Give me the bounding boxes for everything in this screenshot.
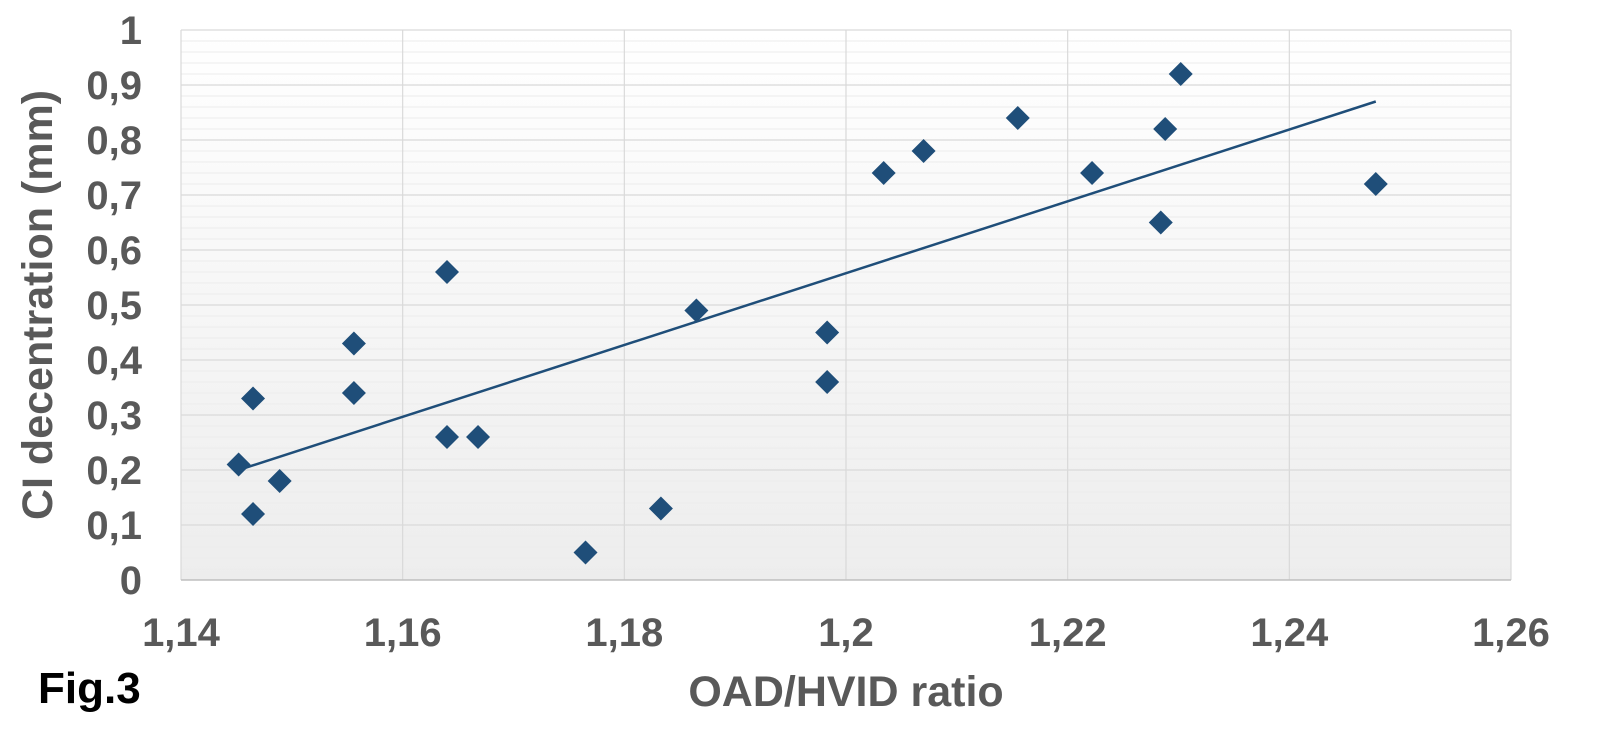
y-tick-label: 0,4 bbox=[86, 339, 142, 383]
data-point bbox=[871, 161, 896, 185]
data-point bbox=[1363, 172, 1388, 196]
data-point bbox=[341, 331, 366, 356]
data-point bbox=[1168, 62, 1193, 86]
data-point bbox=[1005, 106, 1030, 130]
y-tick-label: 1 bbox=[120, 9, 142, 53]
major-gridlines bbox=[180, 29, 1512, 580]
data-point bbox=[1148, 210, 1173, 235]
x-tick-label: 1,16 bbox=[364, 611, 442, 655]
x-tick-label: 1,14 bbox=[142, 611, 221, 655]
data-point bbox=[341, 381, 366, 405]
data-point bbox=[648, 496, 673, 521]
x-tick-label: 1,22 bbox=[1029, 611, 1107, 655]
y-tick-label: 0,7 bbox=[86, 174, 142, 218]
y-tick-label: 0,1 bbox=[86, 504, 142, 548]
figure-label: Fig.3 bbox=[38, 664, 141, 713]
y-tick-label: 0,5 bbox=[86, 284, 142, 328]
x-axis-title: OAD/HVID ratio bbox=[688, 668, 1003, 716]
data-point bbox=[241, 386, 266, 411]
data-point bbox=[241, 502, 266, 526]
y-tick-label: 0,9 bbox=[86, 64, 142, 108]
data-point bbox=[573, 540, 598, 565]
data-point bbox=[1080, 161, 1105, 185]
data-points bbox=[226, 62, 1388, 565]
data-point bbox=[267, 469, 292, 493]
data-point bbox=[684, 298, 709, 323]
y-tick-label: 0,3 bbox=[86, 394, 142, 438]
data-point bbox=[815, 370, 840, 394]
y-tick-labels: 0 0,1 0,2 0,3 0,4 0,5 0,6 0,7 0,8 0,9 1 bbox=[86, 9, 142, 603]
x-tick-label: 1,24 bbox=[1250, 611, 1329, 655]
x-tick-labels: 1,14 1,16 1,18 1,2 1,22 1,24 1,26 bbox=[142, 611, 1550, 655]
trendline bbox=[238, 100, 1377, 472]
x-tick-label: 1,2 bbox=[818, 611, 874, 655]
y-tick-label: 0,8 bbox=[86, 119, 142, 163]
data-point bbox=[1153, 117, 1178, 141]
data-point bbox=[435, 425, 459, 449]
data-point bbox=[466, 425, 491, 449]
data-point bbox=[435, 260, 459, 284]
y-axis-title: CI decentration (mm) bbox=[14, 90, 62, 520]
y-tick-label: 0,6 bbox=[86, 229, 142, 273]
data-point bbox=[815, 320, 840, 345]
x-tick-label: 1,26 bbox=[1472, 611, 1550, 655]
x-tick-label: 1,18 bbox=[585, 611, 663, 655]
y-tick-label: 0,2 bbox=[86, 449, 142, 493]
y-tick-label: 0 bbox=[120, 559, 142, 603]
data-point bbox=[911, 139, 936, 163]
data-point bbox=[226, 452, 251, 477]
